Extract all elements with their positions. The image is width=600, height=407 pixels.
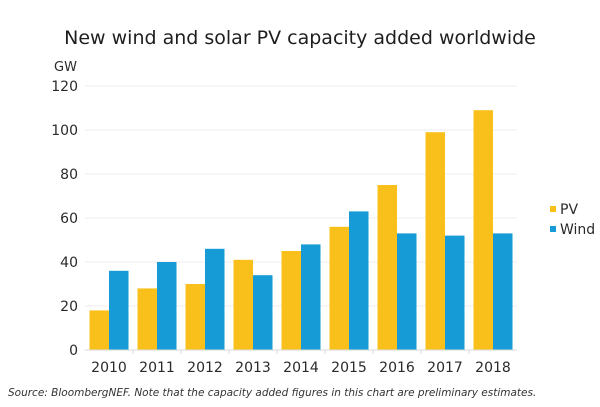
bar-pv-2013 [233, 259, 253, 350]
chart-title: New wind and solar PV capacity added wor… [64, 27, 536, 49]
bar-wind-2015 [349, 211, 369, 350]
legend-swatch-wind [550, 226, 556, 232]
x-tick-label: 2010 [91, 360, 127, 376]
x-tick-label: 2017 [427, 360, 463, 376]
bar-wind-2017 [445, 235, 465, 350]
bar-pv-2015 [329, 226, 349, 350]
y-tick-label: 100 [51, 123, 78, 139]
y-tick-label: 20 [60, 299, 78, 315]
bar-pv-2016 [377, 185, 397, 350]
bar-wind-2016 [397, 233, 417, 350]
legend-label-pv: PV [560, 202, 578, 218]
source-note: Source: BloombergNEF. Note that the capa… [8, 387, 536, 399]
bar-pv-2010 [89, 310, 109, 350]
bar-pv-2011 [137, 288, 157, 350]
legend-label-wind: Wind [560, 222, 595, 238]
y-axis-unit-label: GW [54, 60, 77, 75]
y-tick-label: 0 [69, 343, 78, 359]
x-tick-label: 2016 [379, 360, 415, 376]
bar-wind-2012 [205, 248, 225, 350]
x-tick-label: 2012 [187, 360, 223, 376]
x-tick-label: 2018 [475, 360, 511, 376]
bar-wind-2014 [301, 244, 321, 350]
bar-pv-2017 [425, 132, 445, 350]
bar-wind-2018 [493, 233, 513, 350]
bar-wind-2011 [157, 262, 177, 350]
bar-pv-2018 [473, 110, 493, 350]
bar-pv-2012 [185, 284, 205, 350]
x-axis-ticks: 2010 2011 2012 2013 2014 2015 2016 2017 2018 [91, 350, 511, 376]
y-axis-ticks: 0 20 40 60 80 100 120 [51, 79, 78, 359]
y-tick-label: 120 [51, 79, 78, 95]
x-tick-label: 2013 [235, 360, 271, 376]
legend: PV Wind [550, 202, 595, 238]
y-tick-label: 60 [60, 211, 78, 227]
y-tick-label: 40 [60, 255, 78, 271]
x-tick-label: 2011 [139, 360, 175, 376]
bar-wind-2010 [109, 270, 129, 350]
y-tick-label: 80 [60, 167, 78, 183]
x-tick-label: 2015 [331, 360, 367, 376]
x-tick-label: 2014 [283, 360, 319, 376]
bar-pv-2014 [281, 251, 301, 350]
bars [89, 110, 513, 350]
legend-swatch-pv [550, 206, 556, 212]
bar-wind-2013 [253, 275, 273, 350]
